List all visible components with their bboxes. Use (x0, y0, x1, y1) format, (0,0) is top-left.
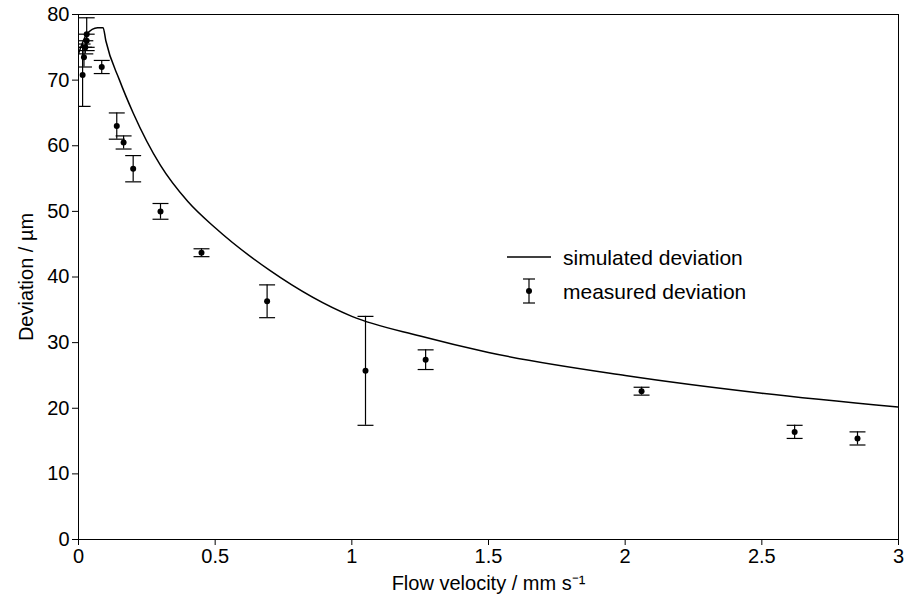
svg-text:2.5: 2.5 (748, 545, 776, 567)
svg-text:30: 30 (47, 331, 69, 353)
html-text:simulated deviation: simulated deviation (563, 245, 743, 269)
svg-text:1.5: 1.5 (475, 545, 503, 567)
svg-text:2: 2 (620, 545, 631, 567)
svg-text:3: 3 (893, 545, 904, 567)
svg-text:Deviation / µm: Deviation / µm (15, 213, 37, 341)
svg-text:0.5: 0.5 (201, 545, 229, 567)
svg-text:70: 70 (47, 69, 69, 91)
svg-text:20: 20 (47, 397, 69, 419)
svg-text:40: 40 (47, 265, 69, 287)
svg-text:60: 60 (47, 134, 69, 156)
svg-text:Flow velocity / mm s⁻¹: Flow velocity / mm s⁻¹ (392, 572, 586, 594)
svg-text:0: 0 (73, 545, 84, 567)
svg-text:1: 1 (346, 545, 357, 567)
svg-text:50: 50 (47, 200, 69, 222)
html-text:measured deviation: measured deviation (563, 279, 747, 303)
svg-text:80: 80 (47, 3, 69, 25)
svg-text:10: 10 (47, 462, 69, 484)
svg-text:0: 0 (58, 528, 69, 550)
